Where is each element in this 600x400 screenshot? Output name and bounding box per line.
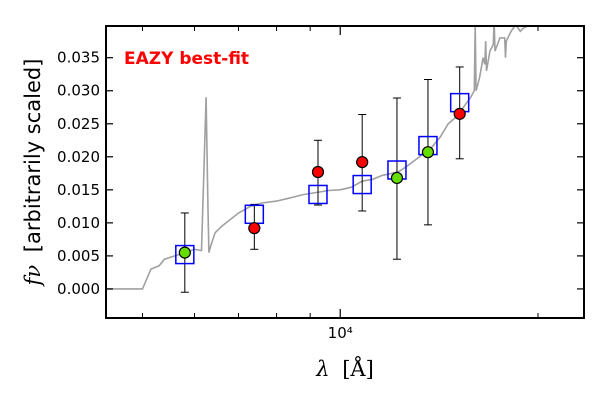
model-photometry-square-4 [352,174,372,195]
y-tick-label-3: 0.010 [57,214,100,232]
y-tick-label-2: 0.005 [57,247,100,265]
y-tick-label-4: 0.015 [57,181,100,199]
x-axis-symbol: λ [315,357,329,381]
x-axis-label: λ [Å] [315,356,374,381]
plot-frame [105,25,585,319]
observed-point-3 [311,165,325,179]
observed-point-1 [178,246,191,259]
model-photometry-square-3 [308,184,328,205]
x-axis-unit: [Å] [342,356,374,381]
y-tick-labels: 0.000 0.005 0.010 0.015 0.020 0.025 0.030 0.035 [57,49,100,298]
observed-point-7 [453,107,466,120]
y-tick-label-8: 0.035 [57,49,100,67]
y-tick-label-6: 0.025 [57,115,100,133]
observed-photometry-layer [178,107,466,259]
model-photometry-square-1 [175,244,195,265]
y-tick-label-7: 0.030 [57,82,100,100]
observed-point-2 [248,222,261,235]
model-photometry-layer [175,92,470,265]
observed-point-5 [390,171,404,185]
x-tick-label: 10⁴ [328,324,353,342]
errorbar-layer [180,66,464,293]
y-axis-symbol: fν [21,265,45,288]
y-tick-label-5: 0.020 [57,148,100,166]
tick-layer [106,26,584,318]
y-axis-text: [arbitrarily scaled] [21,59,45,253]
y-axis-label: fν [arbitrarily scaled] [21,59,45,288]
chart-annotation: EAZY best-fit [124,49,249,69]
observed-point-4 [356,155,369,169]
y-tick-label-1: 0.000 [57,280,100,298]
observed-point-6 [421,146,435,159]
